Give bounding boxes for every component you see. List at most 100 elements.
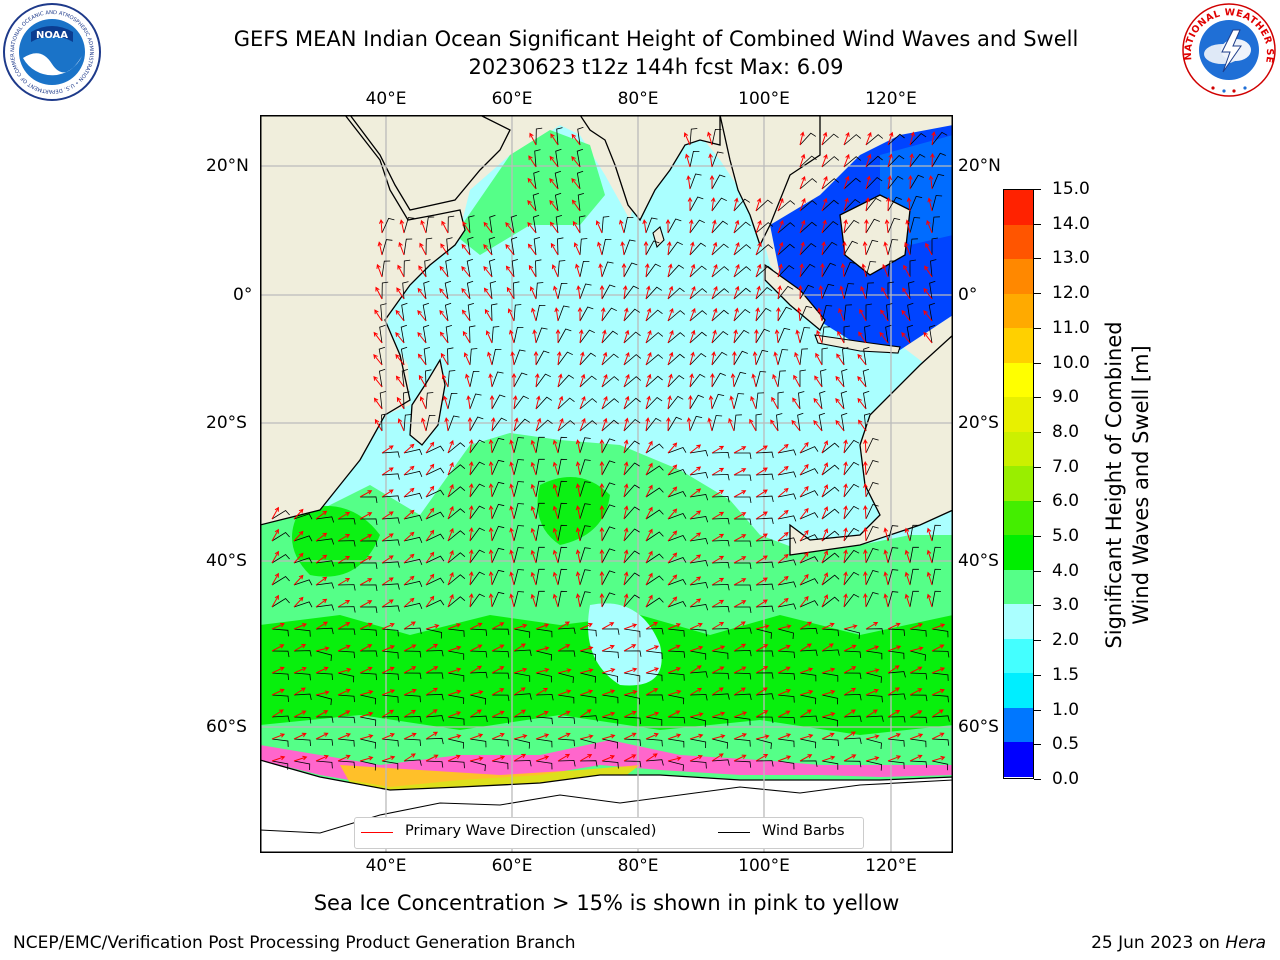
wave-direction-arrow [755,197,762,212]
wave-direction-arrow [707,417,713,432]
wave-direction-arrow [623,461,629,476]
wave-direction-arrow [711,329,717,344]
wave-direction-arrow [799,733,814,740]
wave-direction-arrow [554,307,559,322]
colorbar-segment [1004,293,1033,329]
wind-barb [843,304,852,322]
wind-barb [423,280,430,300]
wave-direction-arrow [755,687,768,696]
wind-barb [425,533,445,542]
wind-barb [623,628,641,638]
wind-barb [293,601,313,608]
wind-barb [909,259,916,277]
wave-direction-arrow [842,240,847,256]
wave-direction-arrow [666,416,671,432]
wind-barb [667,601,687,608]
wind-barb [293,738,311,747]
wind-barb [579,437,591,454]
chart-title: GEFS MEAN Indian Ocean Significant Heigh… [233,27,1079,51]
wind-barb [887,569,899,586]
wind-barb [733,221,751,234]
wave-direction-arrow [645,528,653,542]
wave-direction-arrow [623,549,629,564]
wind-barb [645,465,664,476]
wave-direction-arrow [777,553,789,564]
map-border [260,115,953,853]
wind-barb [469,483,485,498]
wave-direction-arrow [799,529,809,542]
wind-barb [555,215,563,234]
wave-direction-arrow [733,468,747,476]
wave-direction-arrow [905,219,911,234]
wind-barb [755,349,769,366]
wave-direction-arrow [777,575,789,586]
wind-barb [403,627,422,634]
wind-barb [623,672,641,682]
wind-barb [887,133,905,146]
wind-barb [887,693,906,700]
wave-direction-arrow [799,241,805,256]
wind-barb [755,495,774,502]
wind-barb [623,331,641,344]
wave-direction-arrow [623,395,630,410]
colorbar-title-line1: Significant Height of Combined [1102,321,1126,649]
wave-direction-arrow [484,308,493,322]
wave-direction-arrow [403,709,417,718]
wind-barb [755,371,767,388]
wind-barb [711,693,730,700]
wind-barb [447,628,465,637]
wind-barb [711,738,729,749]
wave-direction-arrow [601,622,615,630]
wave-direction-arrow [359,556,373,564]
wind-barb [799,600,819,608]
wave-direction-arrow [381,555,394,564]
colorbar-segment [1004,604,1033,640]
wave-direction-arrow [818,285,824,300]
colorbar-segment [1004,638,1033,674]
wave-direction-arrow [465,373,471,388]
wave-direction-arrow [843,687,857,696]
wave-direction-arrow [688,219,694,234]
wind-barb [557,374,575,388]
wave-direction-arrow [403,732,417,740]
wave-direction-arrow [931,755,946,762]
wave-direction-arrow [491,755,506,762]
wind-barb [821,672,839,682]
wave-direction-arrow [550,242,559,256]
colorbar-segment [1004,259,1033,295]
wave-direction-arrow [667,552,678,564]
wind-barb [865,176,883,190]
wind-barb [513,569,525,586]
wind-barb [535,502,545,520]
wind-barb [689,150,700,168]
colorbar-tick-label: 7.0 [1052,456,1080,477]
wind-barb [577,126,584,146]
wind-barb [843,693,862,701]
wave-direction-arrow [645,373,652,388]
wave-direction-arrow [359,600,373,608]
wind-barb [909,238,918,256]
wind-barb [491,716,510,724]
wind-barb [777,650,795,659]
wave-direction-arrow [439,265,449,278]
wave-direction-arrow [865,645,880,652]
wind-barb [556,127,563,146]
wave-direction-arrow [488,483,494,498]
wind-barb [777,200,796,212]
wave-direction-arrow [468,439,474,454]
wave-direction-arrow [315,532,328,542]
wave-direction-arrow [271,733,286,740]
wind-barb [799,649,818,657]
wind-barb [841,412,848,432]
wave-direction-arrow [777,241,784,256]
wave-direction-arrow [799,197,806,212]
wind-barb [777,370,786,388]
wind-barb [711,351,728,366]
colorbar-tick [1034,327,1041,329]
wind-barb [425,414,436,432]
wave-direction-arrow [483,287,493,300]
wave-direction-arrow [792,397,801,410]
swell-dark-green-band [260,615,953,735]
wave-direction-arrow [575,505,581,520]
wind-barb [645,553,664,564]
